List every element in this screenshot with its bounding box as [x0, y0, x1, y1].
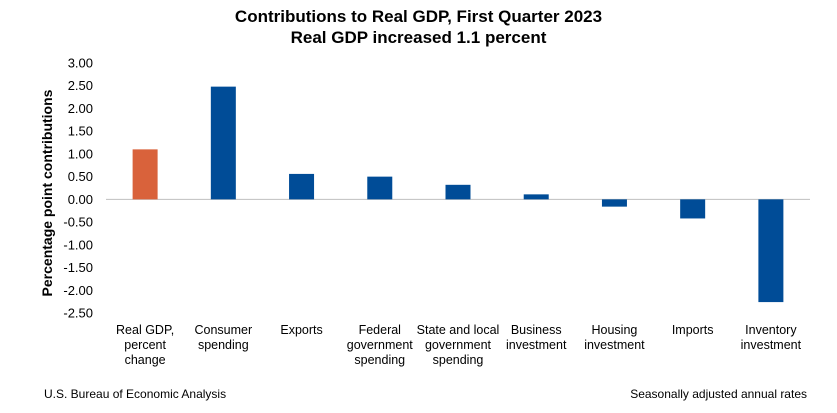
- bar: [367, 176, 393, 200]
- x-category-label: Housing investment: [584, 323, 645, 352]
- bar: [680, 199, 706, 219]
- y-tick-label: -2.00: [63, 283, 93, 298]
- x-category-label-line: spending: [198, 338, 249, 352]
- x-category-label-line: State and local: [417, 323, 500, 337]
- x-category-label-line: Federal: [359, 323, 401, 337]
- y-tick-label: 2.50: [68, 78, 93, 93]
- x-category-label: Exports: [280, 323, 322, 337]
- x-category-label-line: Business: [511, 323, 562, 337]
- bar: [758, 199, 784, 303]
- x-category-label-line: investment: [506, 338, 567, 352]
- y-axis-label: Percentage point contributions: [39, 89, 55, 296]
- x-category-label-line: Real GDP,: [116, 323, 174, 337]
- x-category-label-line: Housing: [592, 323, 638, 337]
- bars: [132, 86, 784, 303]
- x-category-label-line: Consumer: [194, 323, 252, 337]
- x-category-label-line: government: [425, 338, 492, 352]
- y-tick-label: -1.50: [63, 260, 93, 275]
- y-tick-label: 0.50: [68, 169, 93, 184]
- source-note: U.S. Bureau of Economic Analysis: [44, 387, 227, 401]
- x-category-label-line: spending: [433, 353, 484, 367]
- x-category-label-line: Imports: [672, 323, 714, 337]
- y-tick-label: 2.00: [68, 101, 93, 116]
- x-category-label: Business investment: [506, 323, 567, 352]
- bar: [523, 194, 549, 200]
- x-category-label: State and local government spending: [417, 323, 500, 367]
- y-tick-label: 3.00: [68, 56, 93, 71]
- y-tick-label: -0.50: [63, 215, 93, 230]
- x-category-label: Real GDP, percent change: [116, 323, 174, 367]
- chart-title-block: Contributions to Real GDP, First Quarter…: [0, 6, 837, 48]
- x-category-label-line: government: [347, 338, 414, 352]
- x-category-label-line: change: [125, 353, 166, 367]
- x-category-label-line: investment: [584, 338, 645, 352]
- x-category-label-line: spending: [354, 353, 405, 367]
- x-category-label-line: Exports: [280, 323, 322, 337]
- x-category-label: Consumer spending: [194, 323, 252, 352]
- y-tick-label: -2.50: [63, 306, 93, 321]
- x-category-label: Inventory investment: [741, 323, 802, 352]
- x-category-label: Federal government spending: [347, 323, 414, 367]
- chart-title: Contributions to Real GDP, First Quarter…: [234, 7, 603, 26]
- chart-subtitle: Real GDP increased 1.1 percent: [290, 28, 547, 47]
- y-axis-ticks: 3.00 2.50 2.00 1.50 1.00 0.50 0.00 -0.50 -1.00 -1…: [63, 56, 93, 321]
- bar: [445, 184, 471, 200]
- y-tick-label: 0.00: [68, 192, 93, 207]
- y-tick-label: -1.00: [63, 237, 93, 252]
- x-category-label-line: Inventory: [745, 323, 797, 337]
- bar: [601, 199, 627, 207]
- y-tick-label: 1.50: [68, 124, 93, 139]
- x-category-label-line: investment: [741, 338, 802, 352]
- x-category-label: Imports: [672, 323, 714, 337]
- y-tick-label: 1.00: [68, 146, 93, 161]
- seasonal-adjustment-note: Seasonally adjusted annual rates: [630, 387, 807, 401]
- x-category-label-line: percent: [124, 338, 166, 352]
- bar: [132, 149, 158, 200]
- bar: [210, 86, 236, 200]
- bar: [289, 173, 315, 200]
